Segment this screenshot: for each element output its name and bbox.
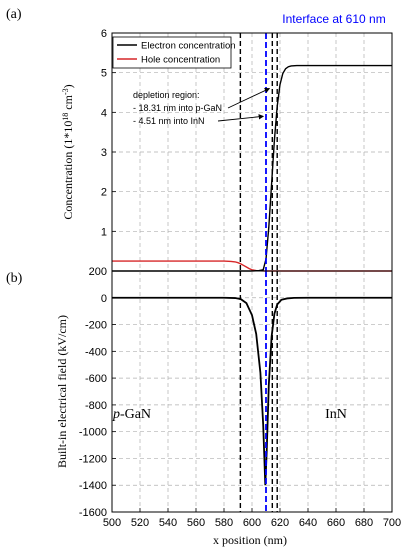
- annotation-line-3: - 4.51 nm into InN: [133, 116, 205, 126]
- bottom-y-tick-label-2: -200: [85, 320, 107, 332]
- material-left-rest: -GaN: [120, 407, 151, 422]
- x-tick-label-1: 520: [131, 517, 149, 529]
- bottom-series: [112, 296, 392, 486]
- top-y-tick-label-6: 6: [101, 28, 107, 40]
- bottom-grid: [111, 270, 393, 513]
- x-tick-label-5: 600: [243, 517, 261, 529]
- ylabel-mid: cm: [61, 94, 75, 112]
- bottom-y-tick-label-9: -1600: [79, 507, 107, 519]
- bottom-x-ticks: 500 520 540 560 580 600 620 640 660 680 700: [103, 508, 401, 529]
- panel-label-a: (a): [6, 7, 22, 22]
- field-plot: 200 0 -200 -400 -600 -800 -1000 -1200 -1400 -1600…: [79, 266, 401, 529]
- x-axis-label: x position (nm): [213, 533, 287, 547]
- bottom-plot-frame: [111, 270, 393, 513]
- top-dashed-lines: [239, 33, 278, 271]
- ylabel-post: ): [61, 84, 75, 88]
- x-tick-label-4: 580: [215, 517, 233, 529]
- top-y-tick-label-1: 1: [101, 226, 107, 238]
- top-y-tick-label-4: 4: [101, 107, 107, 119]
- x-tick-label-0: 500: [103, 517, 121, 529]
- bottom-y-tick-label-0: 200: [89, 266, 107, 278]
- interface-label: Interface at 610 nm: [282, 12, 385, 26]
- x-tick-label-10: 700: [383, 517, 401, 529]
- annotation-line-1: depletion region:: [133, 90, 200, 100]
- ylabel-pre: Concentration (1*10: [61, 121, 75, 220]
- top-y-axis-label: Concentration (1*1018 cm-3): [61, 84, 75, 219]
- top-grid: [111, 32, 393, 272]
- x-tick-label-3: 560: [187, 517, 205, 529]
- bottom-y-tick-label-1: 0: [101, 293, 107, 305]
- legend-box: [112, 36, 232, 69]
- panel-label-b: (b): [6, 271, 23, 286]
- bottom-y-ticks: 200 0 -200 -400 -600 -800 -1000 -1200 -1400 -1600: [79, 266, 116, 519]
- top-y-ticks: 1 2 3 4 5 6: [101, 28, 116, 238]
- depletion-annotation: depletion region: - 18.31 nm into p-GaN …: [133, 88, 271, 126]
- bottom-y-axis-label: Built-in electrical field (kV/cm): [55, 315, 69, 468]
- electric-field-line: [112, 296, 392, 486]
- x-tick-label-7: 640: [299, 517, 317, 529]
- material-left-italic: p: [112, 407, 120, 422]
- bottom-dashed-lines: [239, 271, 278, 512]
- ylabel-exp2: -3: [61, 88, 70, 95]
- annotation-arrow-upper: [227, 88, 271, 109]
- x-tick-label-2: 540: [159, 517, 177, 529]
- bottom-y-tick-label-4: -600: [85, 373, 107, 385]
- top-y-tick-label-3: 3: [101, 147, 107, 159]
- top-y-tick-label-5: 5: [101, 68, 107, 80]
- x-tick-label-9: 680: [355, 517, 373, 529]
- x-tick-label-6: 620: [271, 517, 289, 529]
- concentration-plot: 1 2 3 4 5 6: [101, 28, 393, 272]
- x-tick-label-8: 660: [327, 517, 345, 529]
- ylabel-exp1: 18: [61, 113, 70, 121]
- legend: Electron concentration Hole concentratio…: [112, 36, 236, 69]
- bottom-y-tick-label-7: -1200: [79, 453, 107, 465]
- legend-electron-label: Electron concentration: [141, 41, 236, 52]
- top-y-tick-label-2: 2: [101, 187, 107, 199]
- bottom-y-tick-label-6: -1000: [79, 427, 107, 439]
- annotation-line-2: - 18.31 nm into p-GaN: [133, 103, 222, 113]
- bottom-y-tick-label-3: -400: [85, 346, 107, 358]
- bottom-y-tick-label-8: -1400: [79, 480, 107, 492]
- annotation-arrow-lower: [217, 114, 265, 122]
- bottom-y-tick-label-5: -800: [85, 400, 107, 412]
- material-right-label: InN: [325, 407, 347, 422]
- annotation-arrows: [217, 88, 271, 122]
- legend-hole-label: Hole concentration: [141, 55, 220, 66]
- material-left-label: p-GaN: [112, 407, 151, 422]
